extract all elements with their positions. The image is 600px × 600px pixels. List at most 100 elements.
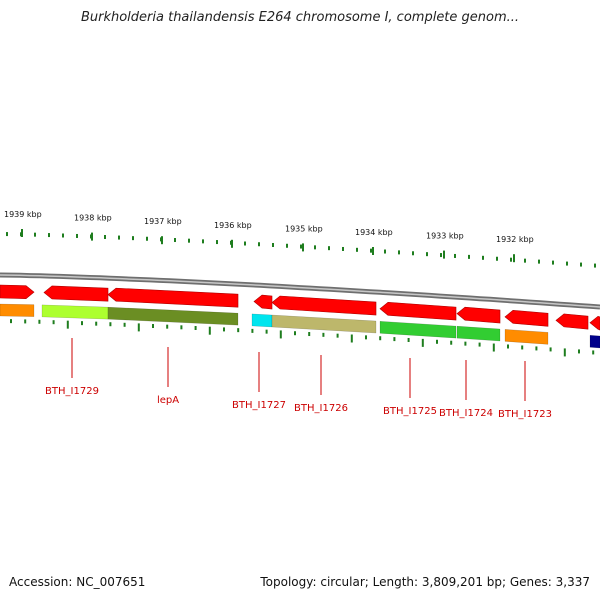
cog-gene-bar: [504, 329, 549, 345]
cds-arrow: [0, 284, 35, 299]
inner-scale-tick: [109, 322, 112, 327]
scale-label: 1933 kbp: [426, 232, 464, 241]
cog-gene-bar: [456, 325, 501, 342]
inner-scale-tick: [563, 348, 566, 357]
scale-minor-tick: [594, 263, 596, 268]
inner-scale-tick: [180, 325, 183, 330]
scale-major-tick: [302, 243, 304, 252]
scale-minor-tick: [76, 233, 78, 238]
scale-major-tick: [513, 254, 515, 263]
inner-scale-tick: [336, 333, 339, 338]
scale-minor-tick: [188, 238, 190, 243]
inner-scale-tick: [279, 330, 282, 339]
scale-minor-tick: [286, 243, 288, 248]
scale-minor-tick: [146, 236, 148, 241]
cds-arrow: [271, 295, 377, 316]
gene-label: lepA: [157, 395, 179, 406]
cog-gene-bar: [107, 306, 239, 326]
scale-minor-tick: [118, 235, 120, 240]
scale-label: 1937 kbp: [144, 217, 182, 226]
scale-minor-tick: [174, 238, 176, 243]
scale-minor-tick: [104, 235, 106, 240]
scale-minor-tick: [244, 241, 246, 246]
scale-minor-tick: [48, 233, 50, 238]
cds-arrow: [253, 294, 273, 310]
scale-minor-tick: [314, 245, 316, 250]
inner-scale-tick: [478, 342, 481, 347]
scale-minor-tick: [160, 237, 162, 242]
scale-minor-tick: [538, 259, 540, 264]
scale-minor-tick: [524, 258, 526, 263]
scale-minor-tick: [62, 233, 64, 238]
inner-scale-tick: [350, 334, 353, 343]
inner-scale-tick: [265, 329, 268, 334]
inner-scale-tick: [521, 345, 524, 350]
scale-label: 1934 kbp: [355, 228, 393, 237]
accession-label: Accession: NC_007651: [9, 575, 146, 589]
scale-minor-tick: [216, 240, 218, 245]
inner-scale-tick: [464, 341, 467, 346]
scale-label: 1935 kbp: [285, 224, 323, 233]
scale-minor-tick: [370, 248, 372, 253]
scale-minor-tick: [580, 262, 582, 267]
inner-scale-tick: [436, 339, 438, 344]
scale-minor-tick: [328, 246, 330, 251]
scale-minor-tick: [202, 239, 204, 244]
inner-scale-tick: [450, 340, 453, 345]
cds-arrow: [555, 313, 589, 330]
scale-label: 1939 kbp: [4, 210, 42, 219]
scale-minor-tick: [356, 247, 358, 252]
scale-minor-tick: [510, 257, 512, 262]
inner-scale-tick: [166, 324, 169, 329]
inner-scale-tick: [24, 319, 27, 324]
inner-scale-tick: [308, 332, 311, 337]
scale-minor-tick: [272, 242, 274, 247]
scale-label: 1936 kbp: [214, 221, 252, 230]
map-title: Burkholderia thailandensis E264 chromoso…: [80, 10, 520, 25]
scale-minor-tick: [230, 240, 232, 245]
scale-minor-tick: [468, 254, 470, 259]
scale-minor-tick: [384, 249, 386, 254]
scale-minor-tick: [90, 234, 92, 239]
gene-label: BTH_I1729: [45, 386, 99, 397]
cds-arrow: [379, 301, 457, 321]
inner-scale-tick: [322, 332, 325, 337]
cog-gene-bar: [589, 335, 600, 349]
inner-scale-tick: [535, 346, 538, 351]
scale-minor-tick: [566, 261, 568, 266]
gene-label: BTH_I1723: [498, 409, 552, 420]
inner-scale-tick: [507, 344, 509, 349]
cds-arrow: [107, 287, 239, 308]
inner-scale-tick: [194, 325, 197, 330]
inner-scale-tick: [407, 337, 410, 342]
scale-minor-tick: [412, 251, 414, 256]
scale-minor-tick: [552, 260, 554, 265]
cds-arrow: [504, 310, 549, 327]
scale-label: 1932 kbp: [496, 235, 534, 244]
scale-minor-tick: [398, 250, 400, 255]
scale-minor-tick: [34, 232, 36, 237]
inner-scale-tick: [251, 328, 254, 333]
gene-label: BTH_I1725: [383, 406, 437, 417]
scale-minor-tick: [132, 236, 134, 241]
scale-minor-tick: [20, 232, 22, 237]
inner-scale-tick: [379, 336, 382, 341]
cds-arrow: [456, 306, 501, 324]
inner-scale-tick: [38, 319, 41, 324]
cog-gene-bar: [41, 304, 109, 320]
gene-label: BTH_I1726: [294, 403, 348, 414]
inner-scale-tick: [10, 319, 12, 324]
gene-label: BTH_I1727: [232, 400, 286, 411]
inner-scale-tick: [137, 323, 140, 332]
inner-scale-tick: [123, 322, 126, 327]
inner-scale-tick: [492, 343, 495, 352]
cog-gene-bar: [251, 313, 273, 328]
scale-minor-tick: [300, 244, 302, 249]
scale-major-tick: [372, 247, 374, 255]
inner-scale-tick: [95, 321, 98, 326]
inner-scale-tick: [237, 328, 240, 333]
inner-scale-tick: [592, 350, 595, 355]
scale-minor-tick: [454, 253, 456, 258]
scale-minor-tick: [496, 256, 498, 261]
